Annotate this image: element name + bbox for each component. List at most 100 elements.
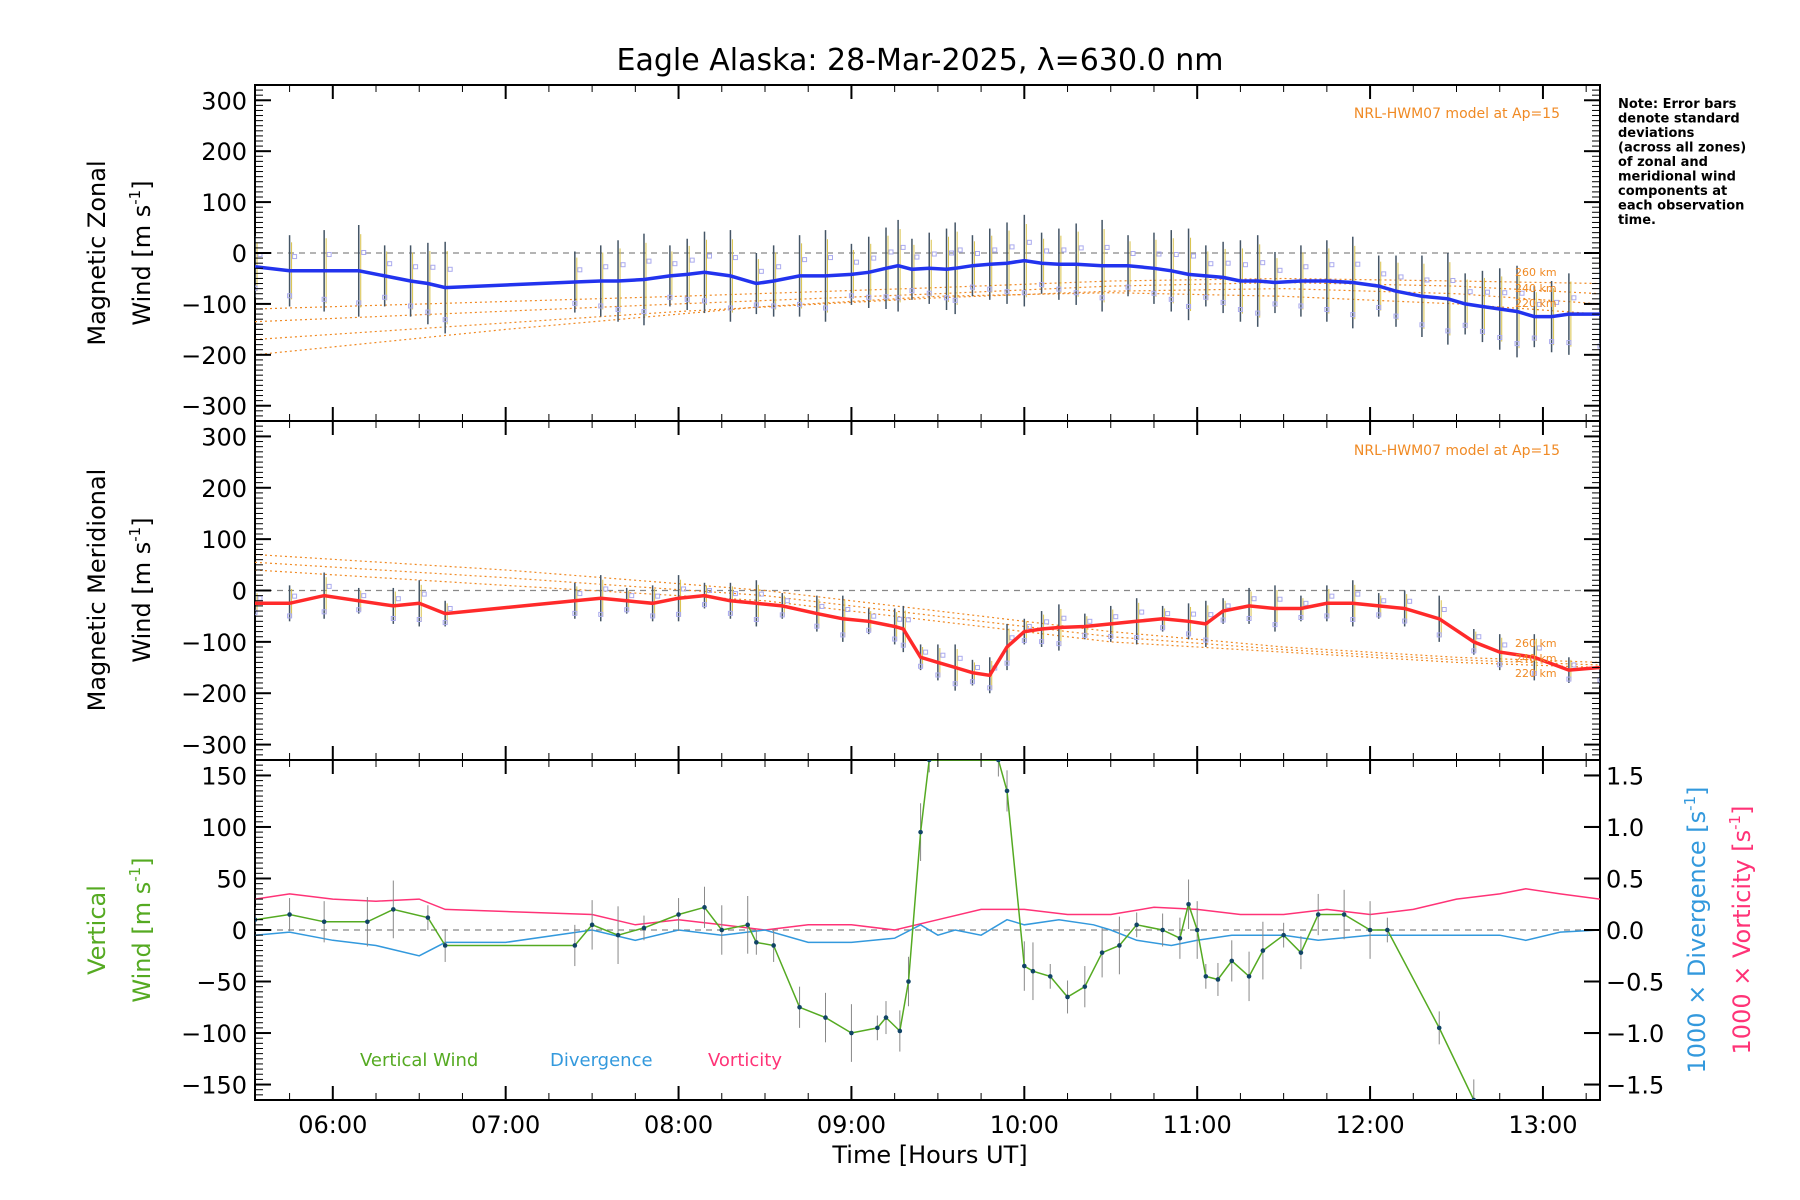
meridional-obs-marker [1165,611,1171,617]
meridional-obs-marker [395,596,401,602]
zonal-obs-marker [408,303,414,309]
vertical-ylabel-1: Vertical [83,885,111,975]
vertical-wind-point [875,1025,880,1031]
note-line: meridional wind [1618,170,1736,185]
zonal-obs-marker [848,293,854,299]
meridional-obs-marker [257,595,263,601]
meridional-obs-marker [442,620,448,626]
zonal-obs-marker [598,303,604,309]
meridional-obs-marker [1108,633,1114,639]
zonal-obs-marker [957,247,963,253]
meridional-obs-marker [1056,641,1062,647]
meridional-ylabel-1: Magnetic Meridional [83,469,111,712]
meridional-ytick-label: −300 [181,732,247,760]
note-line: (across all zones) [1618,141,1746,156]
vertical-ytick-label: 50 [216,865,247,893]
vertical-wind-point [996,760,1001,763]
zonal-obs-marker [1324,307,1330,313]
zonal-ytick-label: −100 [181,291,247,319]
vertical-wind-point [1082,984,1088,989]
meridional-obs-marker [1329,593,1335,599]
zonal-obs-marker [895,295,901,301]
zonal-ylabel-unit: Wind [m s [128,205,156,326]
zonal-obs-marker [753,302,759,308]
vertical-wind-point [1229,958,1235,964]
zonal-obs-marker [1203,294,1209,300]
vertical-wind-point [1134,922,1139,928]
meridional-obs-marker [572,610,578,616]
meridional-obs-marker [1087,618,1093,624]
note-line: denote standard [1618,112,1740,127]
meridional-obs-marker [326,583,332,589]
zonal-obs-marker [572,300,578,306]
zonal-obs-marker [356,300,362,306]
zonal-obs-marker [1376,304,1382,310]
zonal-obs-marker [382,294,388,300]
meridional-obs-marker [1603,658,1607,662]
meridional-obs-marker [1436,632,1442,638]
vertical-wind-point [1117,943,1122,948]
zonal-obs-marker [771,303,777,309]
meridional-obs-marker [952,681,958,687]
zonal-obs-marker [1571,295,1577,301]
meridional-obs-marker [819,603,825,609]
zonal-obs-marker [732,255,738,261]
zonal-obs-marker [577,267,583,273]
meridional-ylabel-end: ] [128,517,156,526]
meridional-obs-marker [1208,612,1214,618]
zonal-obs-marker [900,244,906,250]
meridional-obs-marker [1376,612,1382,618]
meridional-obs-marker [1021,638,1027,644]
meridional-obs-marker [1246,615,1252,621]
vertical-wind-point [883,1015,889,1020]
meridional-obs-marker [905,617,911,623]
zonal-obs-marker [1502,290,1508,296]
vertical-wind-point [754,940,759,945]
vertical-ytick-label: 100 [201,814,247,842]
meridional-obs-marker [1220,617,1226,623]
zonal-obs-marker [1191,253,1197,259]
x-tick-label: 11:00 [1163,1111,1232,1139]
right-ytick-label: 0.5 [1606,865,1644,893]
zonal-obs-marker [797,301,803,307]
meridional-obs-marker [361,593,367,599]
zonal-ytick-label: 0 [232,240,247,268]
x-tick-label: 10:00 [990,1111,1059,1139]
meridional-obs-marker [940,652,946,658]
zonal-obs-marker [287,293,293,299]
vertical-wind-point [615,932,621,938]
zonal-obs-marker [1099,295,1105,301]
zonal-obs-marker [413,264,419,270]
zonal-obs-marker [1462,322,1468,328]
vertical-wind-point [641,925,647,931]
legend-vorticity: Vorticity [708,1050,782,1071]
note-line: components at [1618,184,1727,199]
meridional-obs-marker [1531,670,1537,676]
meridional-obs-marker [287,613,293,619]
vertical-ytick-label: 0 [232,917,247,945]
zonal-obs-marker [1467,289,1473,295]
zonal-obs-marker [969,284,975,290]
meridional-obs-marker [1441,607,1447,613]
meridional-obs-marker [840,632,846,638]
zonal-obs-marker [952,297,958,303]
zonal-obs-marker [684,296,690,302]
zonal-obs-marker [1255,310,1261,316]
meridional-obs-marker [1350,617,1356,623]
meridional-obs-marker [1402,618,1408,624]
vertical-wind-point [771,943,776,948]
zonal-obs-marker [1536,301,1542,307]
zonal-obs-marker [255,285,258,291]
vertical-ytick-label: −50 [196,969,247,997]
zonal-obs-marker [727,305,733,311]
zonal-obs-marker [1260,260,1266,266]
zonal-obs-marker [1026,239,1032,245]
zonal-obs-marker [1350,312,1356,318]
zonal-obs-marker [1242,262,1248,268]
zonal-obs-marker [1497,335,1503,341]
divergence-axis-unit: 1000 × Divergence [s [1683,811,1711,1074]
vertical-wind-point [1385,927,1390,933]
zonal-obs-marker [926,290,932,296]
zonal-obs-marker [646,258,652,264]
